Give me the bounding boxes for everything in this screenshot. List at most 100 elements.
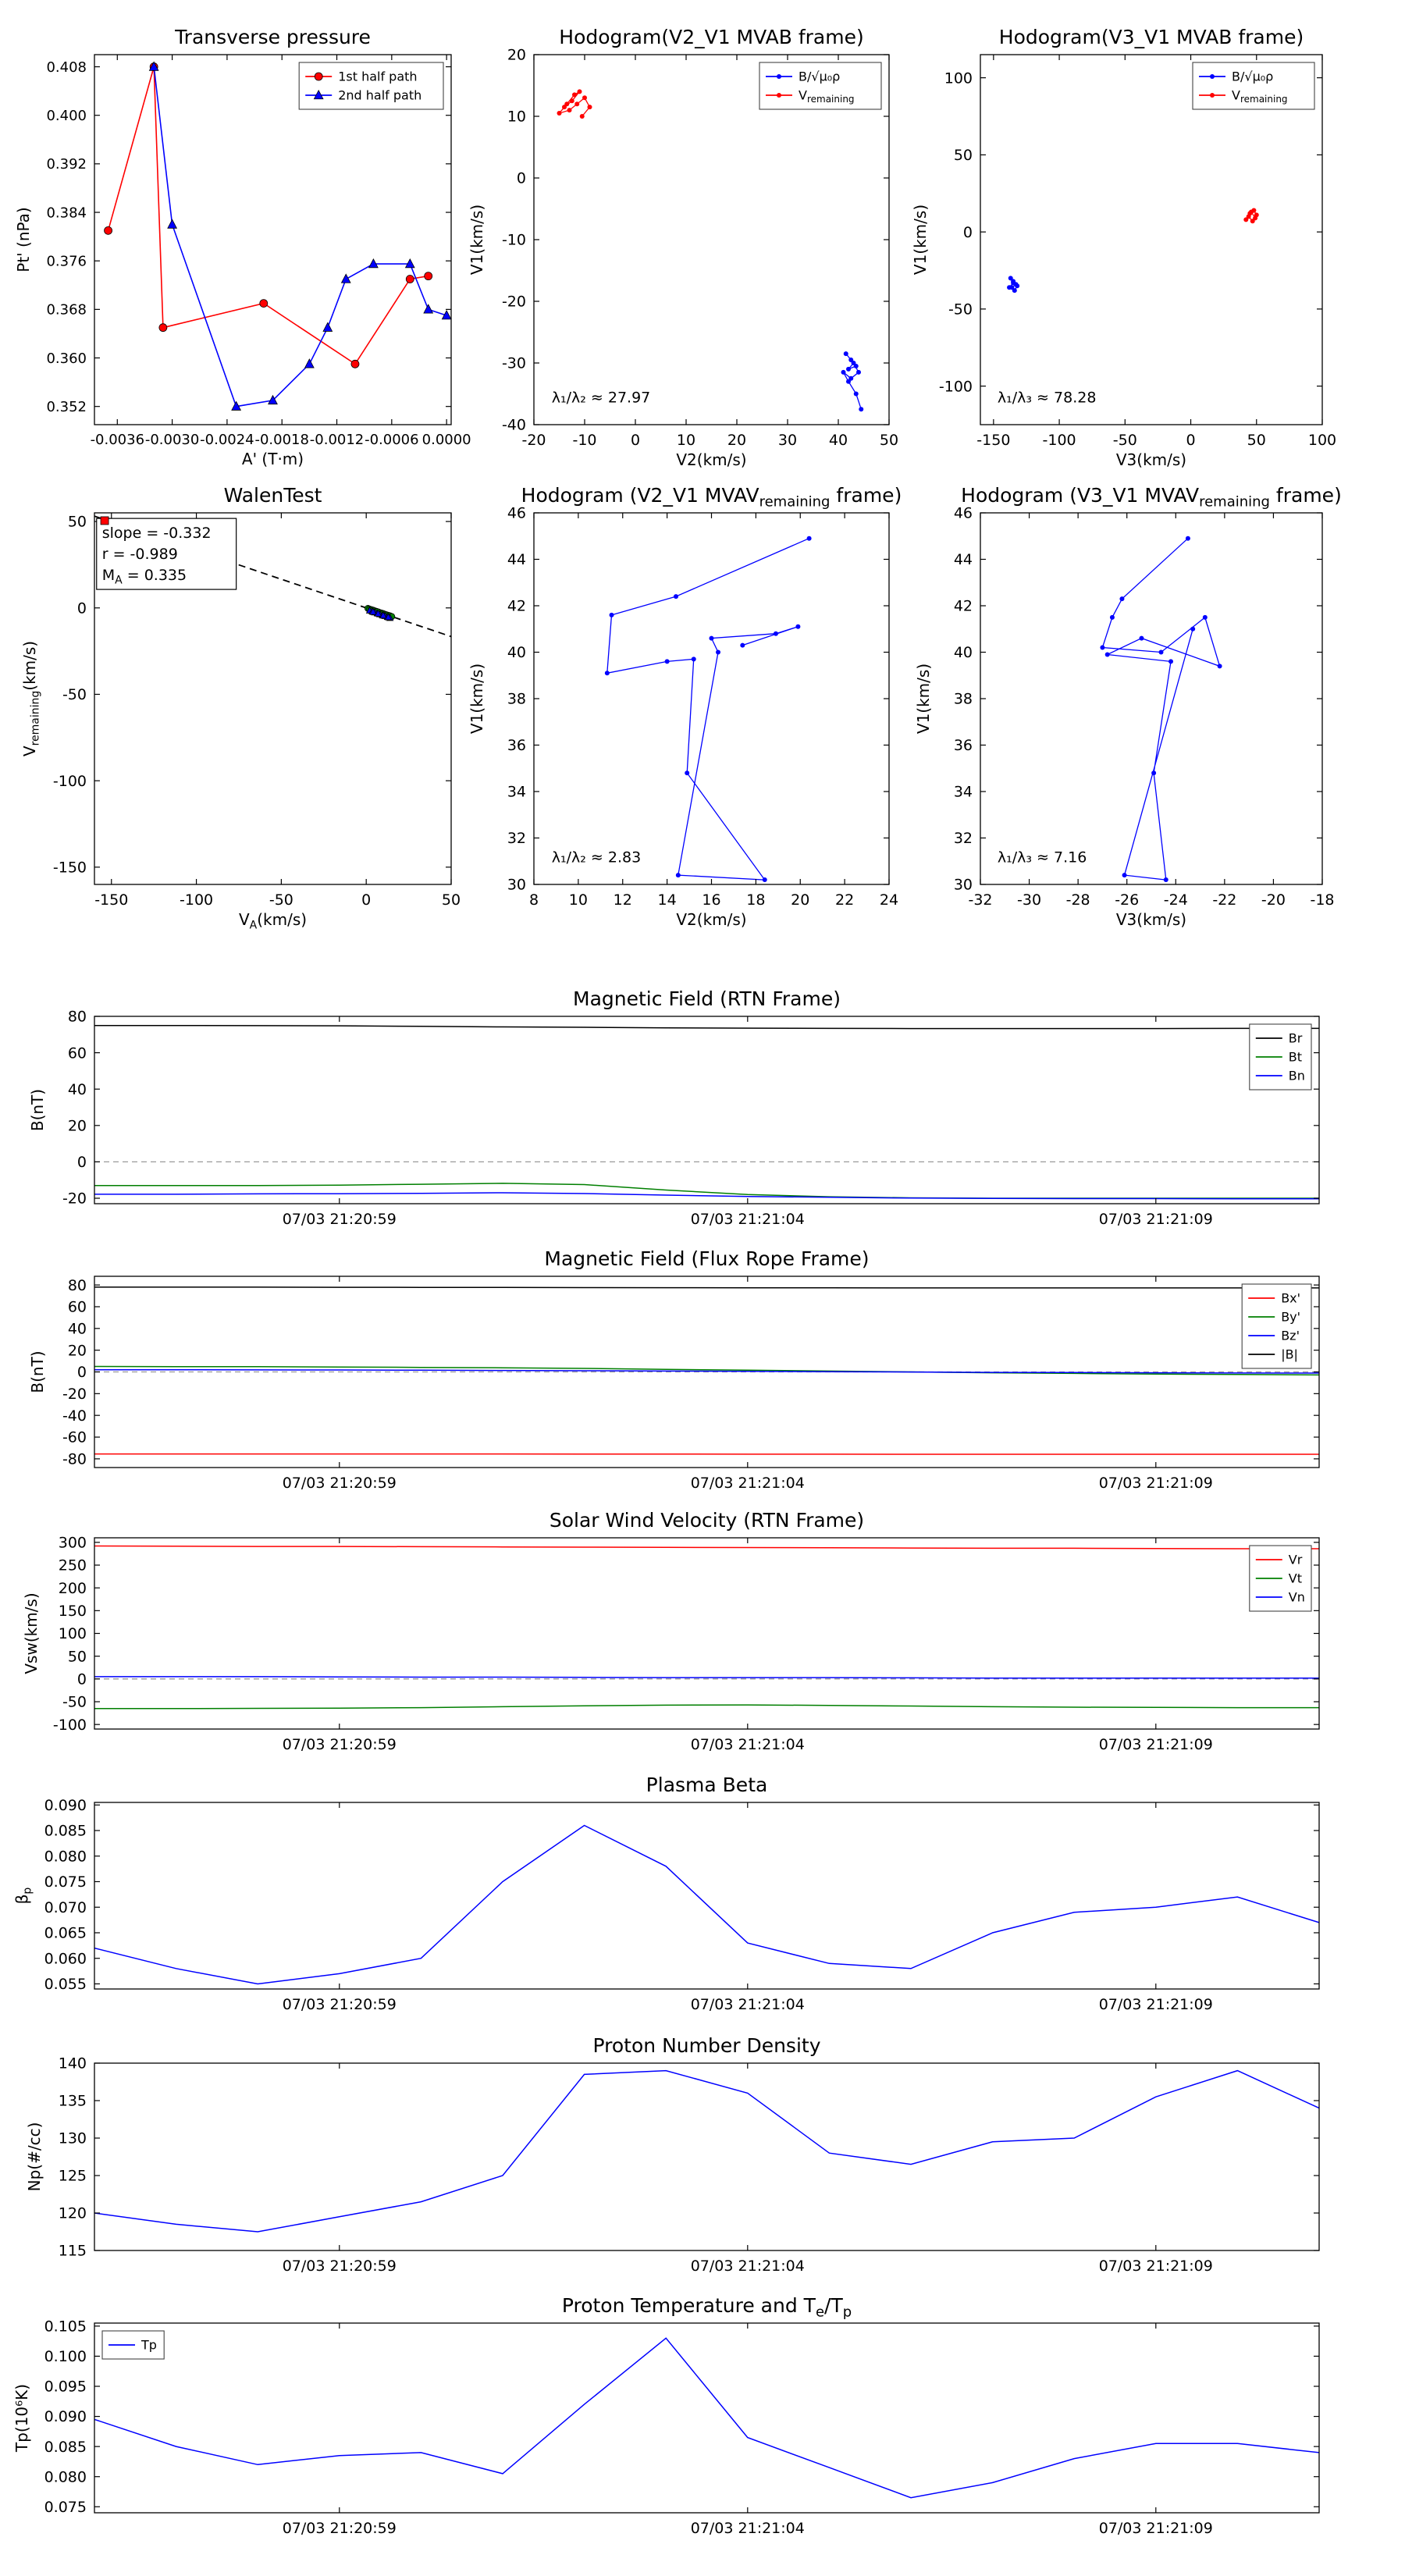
y-tick-label: 135 xyxy=(59,2093,87,2110)
chart-transverse_pressure: -0.0036 -0.0030 -0.0024 -0.0018 -0.0012 -0.00… xyxy=(14,26,471,468)
y-tick-label: 115 xyxy=(59,2243,87,2260)
y-tick-label: 125 xyxy=(59,2168,87,2185)
x-axis-label: V3(km/s) xyxy=(1116,450,1186,469)
y-axis-label: Vremaining(km/s) xyxy=(20,641,41,756)
y-tick-label: -150 xyxy=(53,859,87,877)
x-tick-label: 07/03 21:21:09 xyxy=(1099,2258,1213,2275)
y-tick-label: -80 xyxy=(62,1451,87,1468)
x-tick-label: 14 xyxy=(658,891,677,909)
y-tick-label: 0.384 xyxy=(46,205,87,221)
chart-title: WalenTest xyxy=(224,484,322,507)
y-tick-label: 0 xyxy=(77,1154,87,1171)
chart-tp_temperature: 07/03 21:20:59 07/03 21:21:04 07/03 21:21:… xyxy=(12,2294,1320,2537)
legend-label: Bx' xyxy=(1281,1291,1300,1306)
y-tick-label: 36 xyxy=(954,737,973,754)
x-tick-label: 07/03 21:21:04 xyxy=(691,2258,805,2275)
legend-label: Bt xyxy=(1289,1050,1302,1065)
y-tick-label: 34 xyxy=(954,784,973,801)
x-tick-label: 07/03 21:21:04 xyxy=(691,1475,805,1492)
x-tick-label: -50 xyxy=(269,891,293,909)
x-tick-label: 0 xyxy=(361,891,371,909)
y-tick-label: 0 xyxy=(963,224,973,241)
y-axis-label: Np(#/cc) xyxy=(25,2122,44,2192)
y-tick-label: -50 xyxy=(948,301,973,318)
x-tick-label: 18 xyxy=(746,891,765,909)
y-tick-label: -50 xyxy=(62,1694,87,1711)
chart-hodogram_v2v1_mvavr: 8 10 12 14 16 18 20 22 24 30 32 34 36 38 40 42 44 46Hodog… xyxy=(468,484,902,929)
x-tick-label: 07/03 21:20:59 xyxy=(283,2258,397,2275)
x-tick-label: -18 xyxy=(1310,891,1334,909)
panel-plasma-beta: 07/03 21:20:59 07/03 21:21:04 07/03 21:21:… xyxy=(12,1774,1320,2013)
y-tick-label: 60 xyxy=(68,1299,87,1316)
chart-title: Magnetic Field (RTN Frame) xyxy=(573,987,841,1010)
y-tick-label: -10 xyxy=(502,232,526,249)
y-tick-label: 80 xyxy=(68,1009,87,1026)
x-tick-label: -22 xyxy=(1212,891,1236,909)
x-axis-label: V2(km/s) xyxy=(676,910,746,929)
y-axis-label: V1(km/s) xyxy=(468,664,486,734)
y-tick-label: 120 xyxy=(59,2205,87,2222)
x-tick-label: 07/03 21:21:09 xyxy=(1099,2520,1213,2537)
x-tick-label: 0.0000 xyxy=(422,432,471,448)
x-tick-label: 07/03 21:21:04 xyxy=(691,1211,805,1228)
y-tick-label: 36 xyxy=(507,737,526,754)
x-tick-label: -150 xyxy=(976,432,1010,449)
y-tick-label: 50 xyxy=(68,514,87,531)
x-tick-label: 50 xyxy=(442,891,461,909)
y-tick-label: -20 xyxy=(62,1190,87,1208)
y-tick-label: 100 xyxy=(59,1625,87,1642)
x-tick-label: 30 xyxy=(778,432,797,449)
x-axis-label: A' (T·m) xyxy=(242,450,304,468)
y-tick-label: 0.080 xyxy=(44,2468,87,2485)
y-axis-label: V1(km/s) xyxy=(911,205,930,275)
y-axis-label: βp xyxy=(12,1888,34,1905)
x-tick-label: 50 xyxy=(1247,432,1266,449)
y-tick-label: 0.090 xyxy=(44,2408,87,2425)
y-tick-label: 250 xyxy=(59,1557,87,1574)
y-tick-label: 46 xyxy=(507,505,526,522)
chart-np_density: 07/03 21:20:59 07/03 21:21:04 07/03 21:21:… xyxy=(25,2034,1320,2275)
x-tick-label: -0.0024 xyxy=(200,432,254,448)
x-tick-label: 8 xyxy=(529,891,539,909)
chart-title: Magnetic Field (Flux Rope Frame) xyxy=(544,1247,869,1270)
y-tick-label: 0.400 xyxy=(46,108,87,124)
y-tick-label: 0.070 xyxy=(44,1899,87,1916)
x-tick-label: -32 xyxy=(968,891,992,909)
x-tick-label: 07/03 21:21:09 xyxy=(1099,1736,1213,1753)
panel-solar-wind-velocity: 07/03 21:20:59 07/03 21:21:04 07/03 21:21:… xyxy=(22,1509,1320,1753)
chart-title: Hodogram (V2_V1 MVAVremaining frame) xyxy=(521,484,902,511)
y-tick-label: 0.085 xyxy=(44,1823,87,1840)
x-tick-label: 20 xyxy=(727,432,746,449)
y-axis-label: Vsw(km/s) xyxy=(22,1592,41,1674)
y-tick-label: 0.085 xyxy=(44,2439,87,2456)
x-tick-label: -20 xyxy=(521,432,546,449)
annotation-text: λ₁/λ₂ ≈ 27.97 xyxy=(552,390,651,407)
x-tick-label: -0.0030 xyxy=(145,432,199,448)
chart-walen_test: -150 -100 -50 0 50 -150 -100 -50 0 50 WalenTest VA(… xyxy=(20,484,461,931)
y-tick-label: 10 xyxy=(507,109,526,126)
y-tick-label: 0 xyxy=(517,170,526,187)
y-tick-label: 38 xyxy=(507,691,526,708)
y-tick-label: 130 xyxy=(59,2130,87,2147)
x-tick-label: -0.0036 xyxy=(91,432,144,448)
legend-box xyxy=(1241,1283,1312,1369)
y-tick-label: 44 xyxy=(954,551,973,568)
x-tick-label: -0.0012 xyxy=(310,432,364,448)
y-tick-label: 0.392 xyxy=(46,156,87,173)
x-axis-label: V2(km/s) xyxy=(676,450,746,469)
panel-walen-test: -150 -100 -50 0 50 -150 -100 -50 0 50 WalenTest VA(… xyxy=(20,484,461,931)
y-tick-label: 30 xyxy=(507,877,526,894)
y-tick-label: 40 xyxy=(68,1081,87,1098)
y-tick-label: -100 xyxy=(939,378,973,395)
x-axis-label: VA(km/s) xyxy=(239,910,307,931)
x-tick-label: 07/03 21:21:09 xyxy=(1099,1475,1213,1492)
panel-magnetic-field-flux-rope: 07/03 21:20:59 07/03 21:21:04 07/03 21:21:… xyxy=(28,1247,1320,1492)
x-tick-label: 07/03 21:21:04 xyxy=(691,2520,805,2537)
legend-label: Bn xyxy=(1289,1069,1305,1083)
y-tick-label: 0.065 xyxy=(44,1925,87,1942)
y-tick-label: -20 xyxy=(62,1386,87,1403)
annotation-text: MA = 0.335 xyxy=(102,567,187,586)
legend-label: Vremaining xyxy=(1232,88,1288,105)
chart-title: Hodogram(V2_V1 MVAB frame) xyxy=(559,26,863,48)
chart-title: Solar Wind Velocity (RTN Frame) xyxy=(550,1509,864,1532)
